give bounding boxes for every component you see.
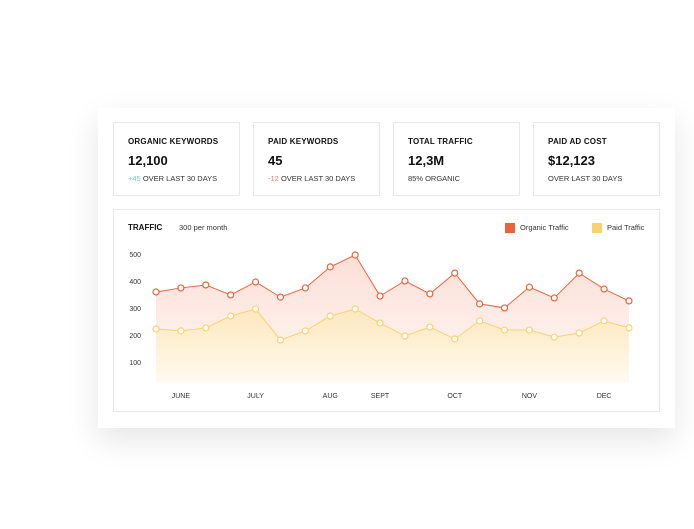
stat-note: +45 OVER LAST 30 DAYS [128, 174, 217, 183]
point [550, 294, 558, 302]
point [401, 277, 409, 285]
x-tick-label: JUNE [172, 393, 191, 400]
stat-note: -12 OVER LAST 30 DAYS [268, 174, 355, 183]
point [451, 335, 459, 343]
x-tick-label: SEPT [371, 393, 390, 400]
y-tick-label: 100 [129, 360, 141, 367]
series-line [155, 254, 630, 309]
stat-card: PAID AD COST $12,123 OVER LAST 30 DAYS [533, 122, 660, 196]
stat-value: 12,3M [408, 153, 445, 168]
point [550, 333, 558, 341]
legend-swatch [592, 223, 602, 233]
point [152, 325, 160, 333]
x-tick-label: NOV [522, 393, 538, 400]
point [177, 327, 185, 335]
point [177, 284, 185, 292]
stat-note-text: OVER LAST 30 DAYS [142, 174, 218, 183]
point [251, 305, 260, 313]
point [500, 304, 509, 312]
point [351, 251, 359, 259]
point [376, 292, 384, 300]
point [451, 269, 459, 277]
point [326, 312, 334, 320]
point [625, 324, 633, 332]
point [376, 319, 384, 327]
stat-value: 12,100 [128, 153, 168, 168]
chart-subtitle: 300 per month [179, 223, 227, 232]
point [227, 291, 235, 299]
point [401, 332, 409, 340]
point [525, 283, 534, 291]
stat-label: PAID AD COST [548, 137, 607, 146]
stat-note-text: OVER LAST 30 DAYS [280, 174, 356, 183]
stat-card: TOTAL TRAFFIC 12,3M 85% ORGANIC [393, 122, 520, 196]
point [600, 317, 608, 325]
stat-note: OVER LAST 30 DAYS [548, 174, 622, 183]
chart-title: TRAFFIC [128, 223, 162, 232]
point [202, 324, 210, 332]
traffic-chart-card: TRAFFIC 300 per month 100 200 300 400 500 JUN… [113, 209, 660, 412]
legend-swatch [505, 223, 515, 233]
point [426, 323, 434, 331]
stat-label: PAID KEYWORDS [268, 137, 339, 146]
stat-delta: -12 [268, 174, 279, 183]
point [326, 263, 334, 271]
point [575, 329, 583, 337]
stat-value: $12,123 [548, 153, 595, 168]
legend-label: Organic Traffic [520, 223, 569, 232]
x-tick-label: OCT [447, 393, 463, 400]
stat-label: TOTAL TRAFFIC [408, 137, 473, 146]
x-tick-label: DEC [597, 393, 612, 400]
point [152, 288, 160, 296]
series-line [155, 308, 630, 341]
point [351, 305, 359, 313]
point [276, 293, 285, 301]
point [227, 312, 235, 320]
y-tick-label: 400 [129, 279, 141, 286]
point [426, 290, 434, 298]
point [301, 284, 309, 292]
stat-value: 45 [268, 153, 283, 168]
point [476, 300, 484, 308]
point [575, 269, 583, 277]
point [202, 281, 210, 289]
point [276, 336, 285, 344]
point [625, 297, 633, 305]
chart: TRAFFIC 300 per month 100 200 300 400 500 JUN… [128, 223, 645, 400]
point [525, 326, 534, 334]
point [251, 278, 260, 286]
stat-note: 85% ORGANIC [408, 174, 460, 183]
x-tick-label: JULY [247, 393, 264, 400]
point [500, 326, 509, 334]
point [476, 317, 484, 325]
stat-label: ORGANIC KEYWORDS [128, 137, 219, 146]
stat-delta: +45 [128, 174, 141, 183]
stat-note-text: OVER LAST 30 DAYS [548, 174, 623, 183]
y-tick-label: 500 [129, 252, 141, 259]
y-tick-label: 300 [129, 306, 141, 313]
area [156, 309, 629, 382]
legend-label: Paid Traffic [607, 223, 645, 232]
point [600, 285, 608, 293]
x-tick-label: AUG [323, 393, 338, 400]
point [301, 327, 309, 335]
y-tick-label: 200 [129, 333, 141, 340]
stat-card: PAID KEYWORDS 45 -12 OVER LAST 30 DAYS [253, 122, 380, 196]
stat-card: ORGANIC KEYWORDS 12,100 +45 OVER LAST 30 D… [113, 122, 240, 196]
stat-note-text: 85% ORGANIC [408, 174, 461, 183]
